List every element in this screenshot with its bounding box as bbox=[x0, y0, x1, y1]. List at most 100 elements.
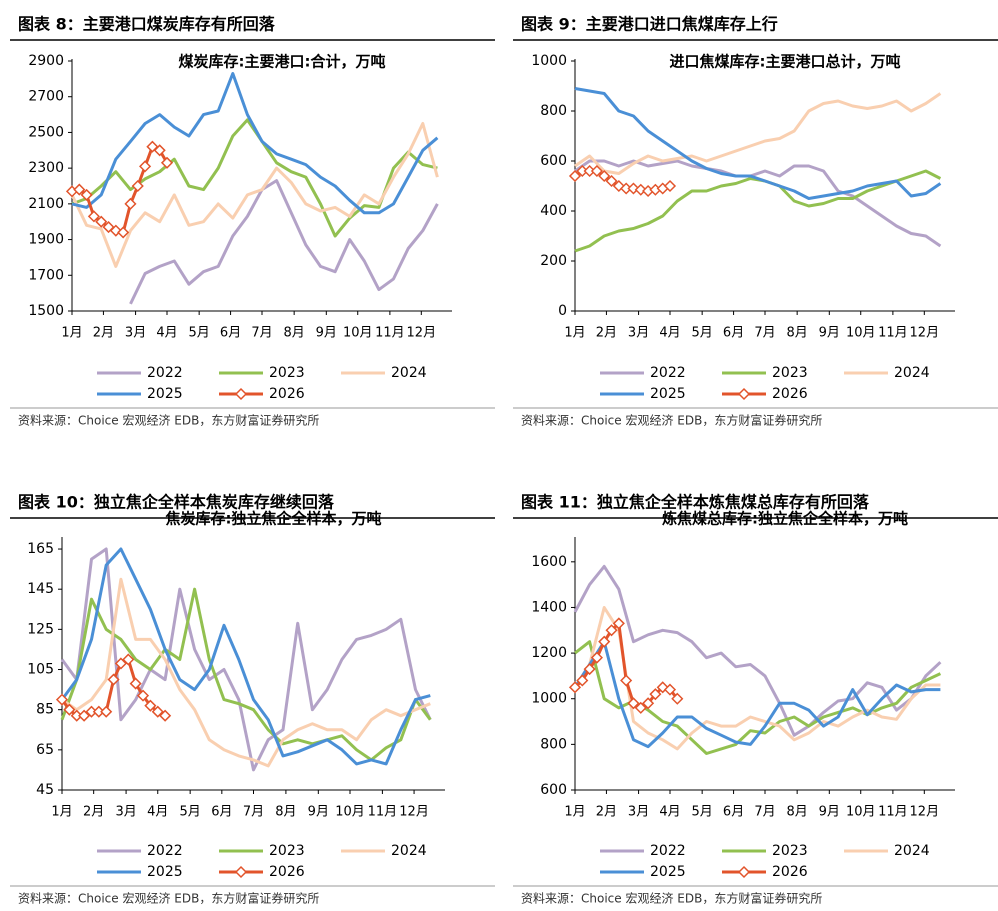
x-tick-label: 2月 bbox=[596, 326, 617, 341]
x-tick-label: 10月 bbox=[846, 805, 876, 820]
series-line bbox=[573, 564, 942, 737]
y-tick-label: 800 bbox=[540, 736, 567, 752]
point-marker bbox=[598, 169, 611, 183]
x-tick-label: 9月 bbox=[308, 805, 329, 820]
source-note: 资料来源：Choice 宏观经济 EDB，东方财富证券研究所 bbox=[18, 413, 319, 428]
point-marker bbox=[100, 705, 113, 718]
point-marker bbox=[80, 188, 93, 201]
x-tick-label: 9月 bbox=[819, 805, 840, 820]
point-marker bbox=[117, 226, 130, 239]
legend-marker bbox=[234, 387, 248, 401]
point-marker bbox=[605, 624, 618, 637]
point-marker bbox=[55, 693, 69, 706]
y-tick-label: 2900 bbox=[28, 53, 64, 69]
x-tick-label: 7月 bbox=[243, 805, 264, 820]
x-tick-label: 11月 bbox=[878, 805, 908, 820]
x-tick-label: 3月 bbox=[628, 326, 649, 341]
point-marker bbox=[107, 673, 120, 686]
x-tick-label: 3月 bbox=[628, 805, 649, 820]
x-tick-label: 6月 bbox=[211, 805, 232, 820]
x-tick-label: 7月 bbox=[754, 805, 775, 820]
point-marker bbox=[160, 156, 174, 169]
x-tick-label: 5月 bbox=[180, 805, 201, 820]
y-tick-label: 0 bbox=[558, 303, 567, 319]
legend-label: 2022 bbox=[650, 365, 686, 381]
legend-label: 2023 bbox=[269, 365, 305, 381]
y-tick-label: 1600 bbox=[531, 554, 567, 570]
y-tick-label: 2700 bbox=[28, 89, 64, 105]
y-tick-label: 1400 bbox=[531, 599, 567, 615]
y-tick-label: 1500 bbox=[28, 303, 64, 319]
point-marker bbox=[87, 210, 100, 223]
series-line bbox=[60, 547, 432, 772]
legend-label: 2024 bbox=[894, 365, 930, 381]
x-tick-label: 11月 bbox=[368, 805, 398, 820]
x-tick-label: 1月 bbox=[564, 805, 585, 820]
series-line bbox=[573, 640, 941, 749]
point-marker bbox=[620, 674, 633, 687]
point-marker bbox=[136, 689, 150, 702]
point-marker bbox=[642, 697, 655, 710]
figure-title: 图表 9：主要港口进口焦煤库存上行 bbox=[521, 15, 778, 34]
legend-label: 2022 bbox=[147, 843, 183, 859]
point-marker bbox=[671, 692, 684, 705]
x-tick-label: 1月 bbox=[564, 326, 585, 341]
point-marker bbox=[663, 179, 677, 193]
x-tick-label: 10月 bbox=[846, 326, 876, 341]
x-tick-label: 4月 bbox=[659, 326, 680, 341]
legend-label: 2023 bbox=[772, 365, 808, 381]
x-tick-label: 10月 bbox=[343, 326, 373, 341]
x-tick-label: 5月 bbox=[189, 326, 210, 341]
figure-title: 图表 10：独立焦企全样本焦炭库存继续回落 bbox=[18, 493, 335, 512]
y-tick-label: 85 bbox=[36, 702, 54, 718]
x-tick-label: 10月 bbox=[335, 805, 365, 820]
x-tick-label: 8月 bbox=[284, 326, 305, 341]
y-tick-label: 105 bbox=[27, 662, 54, 678]
chart-title: 煤炭库存:主要港口:合计，万吨 bbox=[179, 53, 386, 71]
chart-title: 进口焦煤库存:主要港口总计，万吨 bbox=[669, 53, 900, 71]
x-tick-label: 12月 bbox=[910, 805, 940, 820]
series-line bbox=[60, 587, 432, 762]
y-tick-label: 400 bbox=[540, 203, 567, 219]
point-marker bbox=[151, 705, 164, 718]
x-tick-label: 4月 bbox=[147, 805, 168, 820]
series-line bbox=[70, 122, 439, 268]
source-note: 资料来源：Choice 宏观经济 EDB，东方财富证券研究所 bbox=[18, 891, 319, 906]
point-marker bbox=[124, 197, 137, 210]
y-tick-label: 800 bbox=[540, 103, 567, 119]
legend-label: 2022 bbox=[650, 843, 686, 859]
point-marker bbox=[78, 709, 91, 722]
y-tick-label: 165 bbox=[27, 541, 54, 557]
chart-panel: 图表 11：独立焦企全样本炼焦煤总库存有所回落炼焦煤总库存:独立焦企全样本，万吨… bbox=[513, 493, 998, 906]
series-line bbox=[574, 87, 942, 200]
y-tick-label: 1000 bbox=[531, 691, 567, 707]
x-tick-label: 1月 bbox=[61, 326, 82, 341]
legend-marker bbox=[234, 865, 248, 879]
y-tick-label: 145 bbox=[27, 581, 54, 597]
x-tick-label: 12月 bbox=[407, 326, 437, 341]
y-tick-label: 2500 bbox=[28, 124, 64, 140]
point-marker bbox=[663, 683, 677, 696]
point-marker bbox=[129, 677, 142, 690]
figure-title: 图表 11：独立焦企全样本炼焦煤总库存有所回落 bbox=[521, 493, 870, 512]
point-marker bbox=[627, 182, 640, 195]
x-tick-label: 2月 bbox=[93, 326, 114, 341]
series-line bbox=[60, 547, 431, 766]
source-note: 资料来源：Choice 宏观经济 EDB，东方财富证券研究所 bbox=[521, 891, 822, 906]
point-marker bbox=[122, 653, 135, 666]
series-line bbox=[574, 159, 942, 248]
y-tick-label: 1200 bbox=[531, 645, 567, 661]
y-tick-label: 125 bbox=[27, 621, 54, 637]
point-marker bbox=[144, 699, 157, 712]
series-line bbox=[574, 92, 942, 175]
chart-title: 焦炭库存:独立焦企全样本，万吨 bbox=[164, 510, 381, 528]
x-tick-label: 4月 bbox=[659, 805, 680, 820]
legend-label: 2024 bbox=[391, 365, 427, 381]
x-tick-label: 7月 bbox=[251, 326, 272, 341]
x-tick-label: 12月 bbox=[399, 805, 429, 820]
legend-label: 2025 bbox=[650, 864, 686, 880]
legend-label: 2026 bbox=[772, 386, 808, 402]
point-marker bbox=[146, 140, 159, 153]
x-tick-label: 11月 bbox=[375, 326, 405, 341]
